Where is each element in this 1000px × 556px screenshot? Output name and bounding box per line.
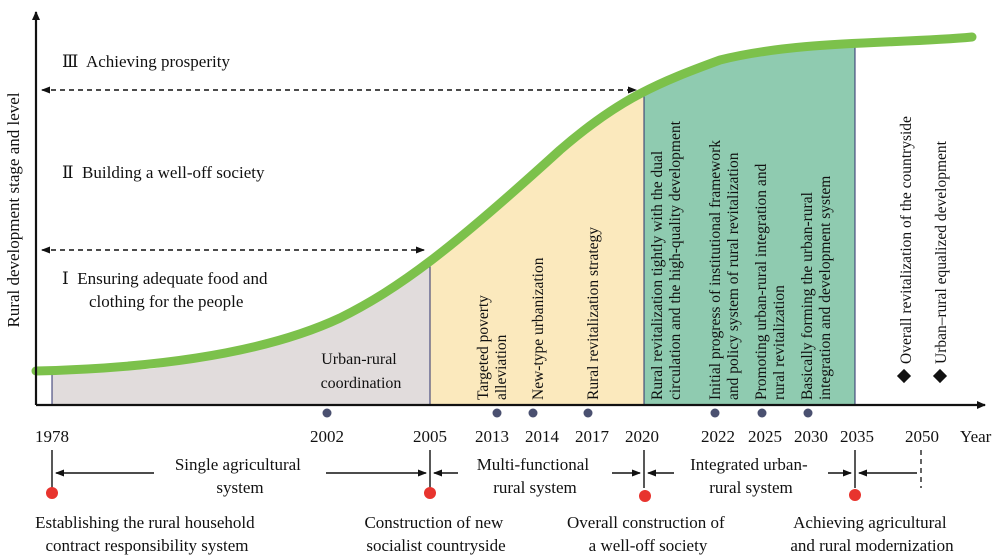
milestone-label-household-contract: Establishing the rural household contrac… <box>35 513 259 555</box>
year-label-2030: 2030 <box>794 427 828 446</box>
year-dot-2025 <box>757 408 767 418</box>
year-label-2035: 2035 <box>840 427 874 446</box>
year-label-2014: 2014 <box>525 427 560 446</box>
phase-fill-urban-rural-coordination <box>52 262 430 405</box>
milestone-dot-1978 <box>46 487 58 499</box>
system-label-integrated: Integrated urban- rural system <box>690 455 812 497</box>
rotated-label-integration-system: Basically forming the urban-rural integr… <box>799 176 834 400</box>
year-dot-2013 <box>492 408 502 418</box>
year-label-1978: 1978 <box>35 427 69 446</box>
x-axis-label: Year <box>960 427 992 446</box>
phase-label-urban-rural-coordination: Urban-rural coordination <box>321 351 402 392</box>
milestone-dot-2005 <box>424 487 436 499</box>
milestone-label-well-off-society: Overall construction of a well-off socie… <box>567 513 729 555</box>
year-dot-2014 <box>528 408 538 418</box>
year-dot-2002 <box>322 408 332 418</box>
year-dot-2030 <box>803 408 813 418</box>
stage-label-prosperity: Ⅲ Achieving prosperity <box>62 52 230 71</box>
year-dot-2017 <box>583 408 593 418</box>
milestone-dot-2035 <box>849 489 861 501</box>
year-label-2050: 2050 <box>905 427 939 446</box>
stage-label-food-clothing: Ⅰ Ensuring adequate food and clothing fo… <box>0 0 289 311</box>
milestone-dot-2020 <box>639 490 651 502</box>
y-axis-label: Rural development stage and level <box>4 92 23 327</box>
year-labels: 1978 2002 2005 2013 2014 2017 2020 2022 … <box>35 427 939 446</box>
rotated-label-urban-rural-integration: Promoting urban-rural integration and ru… <box>753 160 788 400</box>
year-label-2022: 2022 <box>701 427 735 446</box>
development-curve <box>31 32 977 376</box>
rotated-label-equalized-development: Urban–rural equalized development <box>933 140 950 364</box>
year-label-2025: 2025 <box>748 427 782 446</box>
rotated-label-dual-circulation: Rural revitalization tightly with the du… <box>649 120 684 400</box>
rotated-label-rural-revitalization-strategy: Rural revitalization strategy <box>585 227 602 400</box>
year-dot-2022 <box>710 408 720 418</box>
stage-label-well-off: Ⅱ Building a well-off society <box>62 163 265 182</box>
year-label-2013: 2013 <box>475 427 509 446</box>
phase-fill-multi-functional <box>430 93 644 405</box>
year-label-2020: 2020 <box>625 427 659 446</box>
phase-fill-integrated <box>644 47 855 405</box>
system-label-single-agricultural: Single agricultural system <box>175 455 305 497</box>
year-label-2002: 2002 <box>310 427 344 446</box>
diamond-marker-equalized-development <box>932 368 948 384</box>
rotated-label-institutional-framework: Initial progress of institutional framew… <box>707 136 742 400</box>
milestone-label-modernization: Achieving agricultural and rural moderni… <box>790 513 954 555</box>
rotated-label-overall-revitalization: Overall revitalization of the countrysid… <box>898 116 915 364</box>
rotated-label-targeted-poverty: Targeted poverty alleviation <box>475 291 510 400</box>
milestone-label-new-socialist-countryside: Construction of new socialist countrysid… <box>364 513 507 555</box>
year-label-2017: 2017 <box>575 427 610 446</box>
year-label-2005: 2005 <box>413 427 447 446</box>
system-label-multi-functional: Multi-functional rural system <box>477 455 594 497</box>
diamond-marker-overall-revitalization <box>896 368 912 384</box>
rotated-label-new-type-urbanization: New-type urbanization <box>530 257 547 400</box>
